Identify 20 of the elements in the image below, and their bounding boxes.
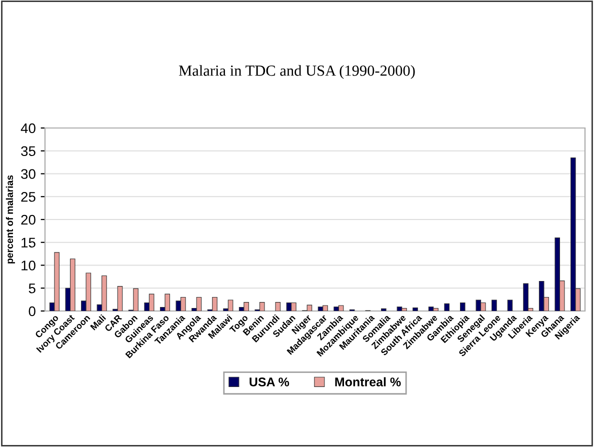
chart-title: Malaria in TDC and USA (1990-2000): [178, 65, 415, 79]
y-tick-label: 35: [21, 146, 36, 156]
y-tick-label: 15: [22, 238, 36, 248]
bar: [492, 300, 497, 311]
bar: [275, 302, 281, 311]
y-tick-label: 40: [20, 123, 36, 134]
y-tick-label: 0: [28, 306, 36, 316]
legend-label: Montreal %: [335, 377, 401, 386]
y-axis-title: percent of malarias: [6, 175, 15, 264]
bar: [507, 300, 513, 311]
legend-label: USA %: [250, 378, 290, 386]
y-tick-label: 5: [28, 284, 36, 294]
y-tick-label: 10: [22, 260, 36, 270]
bar: [460, 302, 466, 311]
y-tick-label: 25: [21, 192, 36, 202]
y-tick-label: 30: [21, 169, 36, 179]
bar: [412, 308, 418, 311]
bar: [381, 308, 386, 311]
y-tick-label: 20: [21, 214, 36, 225]
bar: [444, 303, 450, 311]
